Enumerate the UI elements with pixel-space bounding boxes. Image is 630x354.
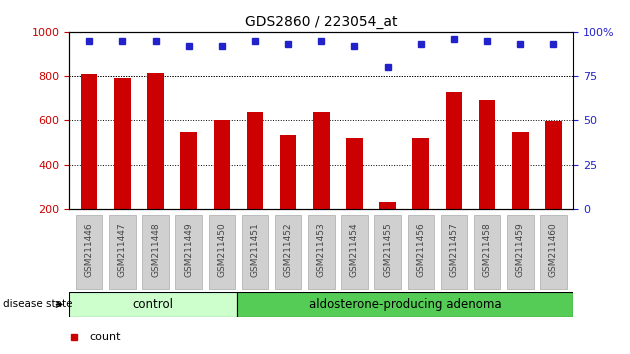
Bar xyxy=(81,74,98,209)
Text: GSM211456: GSM211456 xyxy=(416,222,425,277)
FancyBboxPatch shape xyxy=(341,215,368,289)
Text: GSM211449: GSM211449 xyxy=(184,222,193,277)
Bar xyxy=(180,132,197,209)
Bar xyxy=(379,202,396,209)
Bar xyxy=(479,101,495,209)
Text: GSM211455: GSM211455 xyxy=(383,222,392,277)
Text: GSM211446: GSM211446 xyxy=(84,222,94,277)
Bar xyxy=(346,138,363,209)
Text: GSM211454: GSM211454 xyxy=(350,222,359,277)
Bar xyxy=(313,112,329,209)
FancyBboxPatch shape xyxy=(540,215,566,289)
Text: aldosterone-producing adenoma: aldosterone-producing adenoma xyxy=(309,298,501,311)
Bar xyxy=(147,73,164,209)
FancyBboxPatch shape xyxy=(109,215,135,289)
Bar xyxy=(445,92,462,209)
Bar xyxy=(214,120,230,209)
Text: GSM211460: GSM211460 xyxy=(549,222,558,277)
Text: GSM211457: GSM211457 xyxy=(449,222,459,277)
Text: GSM211451: GSM211451 xyxy=(251,222,260,277)
FancyBboxPatch shape xyxy=(408,215,434,289)
Title: GDS2860 / 223054_at: GDS2860 / 223054_at xyxy=(245,16,398,29)
Text: disease state: disease state xyxy=(3,299,72,309)
FancyBboxPatch shape xyxy=(308,215,335,289)
FancyBboxPatch shape xyxy=(374,215,401,289)
Text: GSM211459: GSM211459 xyxy=(516,222,525,277)
FancyBboxPatch shape xyxy=(474,215,500,289)
Bar xyxy=(280,135,297,209)
Bar xyxy=(512,132,529,209)
Bar xyxy=(238,292,573,317)
Text: GSM211452: GSM211452 xyxy=(284,222,293,277)
FancyBboxPatch shape xyxy=(209,215,235,289)
Text: GSM211458: GSM211458 xyxy=(483,222,491,277)
FancyBboxPatch shape xyxy=(275,215,301,289)
FancyBboxPatch shape xyxy=(440,215,467,289)
Bar xyxy=(545,121,562,209)
Bar xyxy=(69,292,238,317)
FancyBboxPatch shape xyxy=(76,215,103,289)
Text: GSM211450: GSM211450 xyxy=(217,222,226,277)
Text: control: control xyxy=(133,298,174,311)
Bar xyxy=(413,138,429,209)
FancyBboxPatch shape xyxy=(242,215,268,289)
Text: GSM211453: GSM211453 xyxy=(317,222,326,277)
FancyBboxPatch shape xyxy=(507,215,534,289)
Text: GSM211448: GSM211448 xyxy=(151,222,160,277)
FancyBboxPatch shape xyxy=(142,215,169,289)
Bar xyxy=(247,112,263,209)
Text: count: count xyxy=(89,332,121,342)
Text: GSM211447: GSM211447 xyxy=(118,222,127,277)
FancyBboxPatch shape xyxy=(175,215,202,289)
Bar xyxy=(114,78,130,209)
